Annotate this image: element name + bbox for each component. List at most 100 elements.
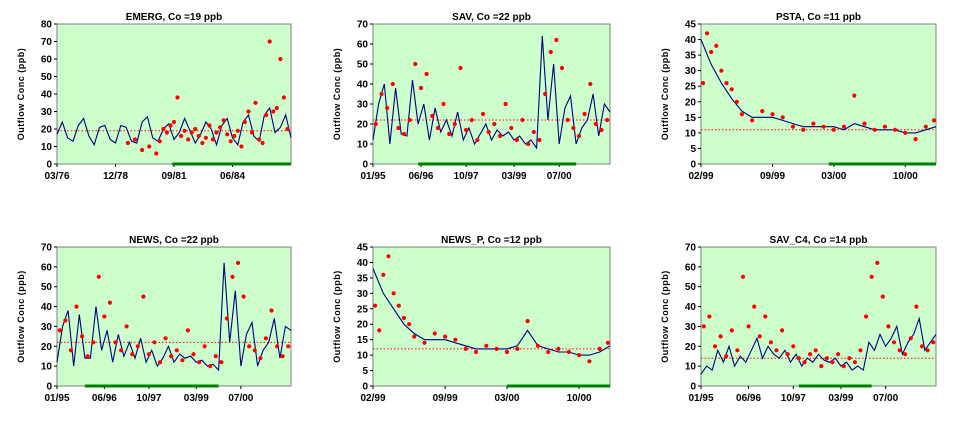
observed-point [235, 128, 240, 133]
y-tick-label: 0 [46, 160, 52, 171]
observed-point [113, 340, 118, 345]
observed-point [780, 328, 785, 333]
observed-point [811, 121, 816, 126]
model-series-line [56, 262, 292, 372]
x-tick-label: 09/99 [433, 393, 458, 404]
observed-point [931, 118, 937, 123]
y-tick-label: 25 [357, 304, 369, 315]
y-tick-label: 10 [685, 128, 697, 139]
observed-point [271, 109, 276, 114]
observed-point [492, 121, 497, 127]
observed-point [68, 348, 73, 353]
observed-point [546, 349, 551, 355]
y-tick-label: 45 [357, 243, 369, 254]
y-tick-label: 50 [41, 282, 53, 293]
y-tick-label: 35 [685, 51, 697, 62]
observed-point [401, 315, 406, 321]
observed-point [154, 151, 159, 156]
observed-point [582, 111, 587, 117]
observed-point [556, 346, 561, 351]
observed-point [424, 71, 429, 77]
observed-point [182, 128, 187, 133]
observed-point [63, 318, 68, 323]
y-tick-label: 30 [41, 107, 53, 118]
observed-point [886, 324, 891, 329]
y-tick-label: 10 [41, 362, 53, 373]
observed-point [242, 119, 247, 125]
observed-point [852, 93, 857, 98]
observed-point [197, 360, 202, 365]
model-series-line [372, 35, 611, 150]
observed-point [210, 137, 216, 142]
observed-point [813, 348, 818, 353]
y-tick-label: 20 [357, 120, 369, 131]
observed-point [914, 304, 919, 309]
observed-point [189, 130, 194, 135]
observed-point [135, 344, 140, 349]
observed-point [396, 125, 401, 131]
observed-point [102, 314, 107, 319]
chart-panel: SAV_C4, Co =14 ppb Outflow Conc (ppb) 0 10 2… [660, 235, 937, 404]
y-tick-label: 30 [357, 289, 369, 300]
x-tick-label: 02/99 [360, 393, 385, 404]
y-tick-label: 5 [690, 144, 696, 155]
y-tick-label: 60 [357, 40, 369, 51]
observed-point [278, 56, 283, 62]
observed-point [548, 49, 553, 55]
observed-point [163, 336, 168, 341]
observed-point [919, 344, 925, 349]
observed-point [130, 352, 135, 357]
observed-point [161, 126, 166, 132]
y-tick-label: 15 [685, 113, 697, 124]
observed-point [757, 334, 762, 339]
observed-point [179, 133, 184, 139]
observed-point [203, 135, 208, 140]
y-tick-label: 5 [362, 366, 368, 377]
y-tick-label: 15 [357, 335, 369, 346]
y-axis-label: Outflow Conc (ppb) [16, 48, 26, 140]
observed-point [869, 274, 874, 279]
y-tick-label: 30 [685, 322, 697, 333]
observed-point [903, 352, 908, 357]
y-tick-label: 40 [357, 80, 369, 91]
observed-point [232, 133, 237, 139]
observed-point [169, 354, 174, 359]
chart-panel: EMERG, Co =19 ppb Outflow Conc (ppb) 0 10 20… [16, 12, 292, 182]
x-tick-label: 03/76 [44, 171, 69, 182]
observed-point [831, 127, 836, 132]
observed-point [152, 340, 157, 345]
observed-point [225, 132, 230, 137]
observed-point [913, 137, 918, 142]
y-tick-label: 30 [685, 66, 697, 77]
observed-point [801, 127, 806, 132]
observed-point [132, 137, 138, 142]
observed-point [565, 117, 570, 123]
observed-point [729, 328, 734, 333]
observed-point [780, 115, 785, 120]
y-tick-label: 20 [685, 97, 697, 108]
observed-point [418, 85, 424, 91]
observed-point [599, 127, 604, 133]
observed-point [705, 31, 710, 36]
y-tick-label: 20 [41, 342, 53, 353]
observed-point [407, 322, 412, 327]
observed-point [432, 331, 437, 336]
observed-point [214, 130, 219, 135]
observed-point [903, 130, 908, 135]
y-tick-label: 50 [357, 60, 369, 71]
observed-point [824, 356, 830, 361]
observed-point [882, 124, 888, 129]
observed-point [125, 140, 130, 146]
y-tick-label: 70 [41, 37, 53, 48]
y-tick-label: 60 [41, 55, 53, 66]
observed-point [119, 348, 124, 353]
observed-point [880, 294, 885, 299]
y-tick-label: 10 [357, 140, 369, 151]
observed-point [224, 316, 229, 321]
observed-point [734, 99, 739, 104]
observed-point [396, 303, 401, 308]
y-tick-label: 60 [41, 262, 53, 273]
observed-point [269, 308, 274, 313]
observed-point [739, 112, 745, 117]
observed-point [531, 129, 536, 135]
